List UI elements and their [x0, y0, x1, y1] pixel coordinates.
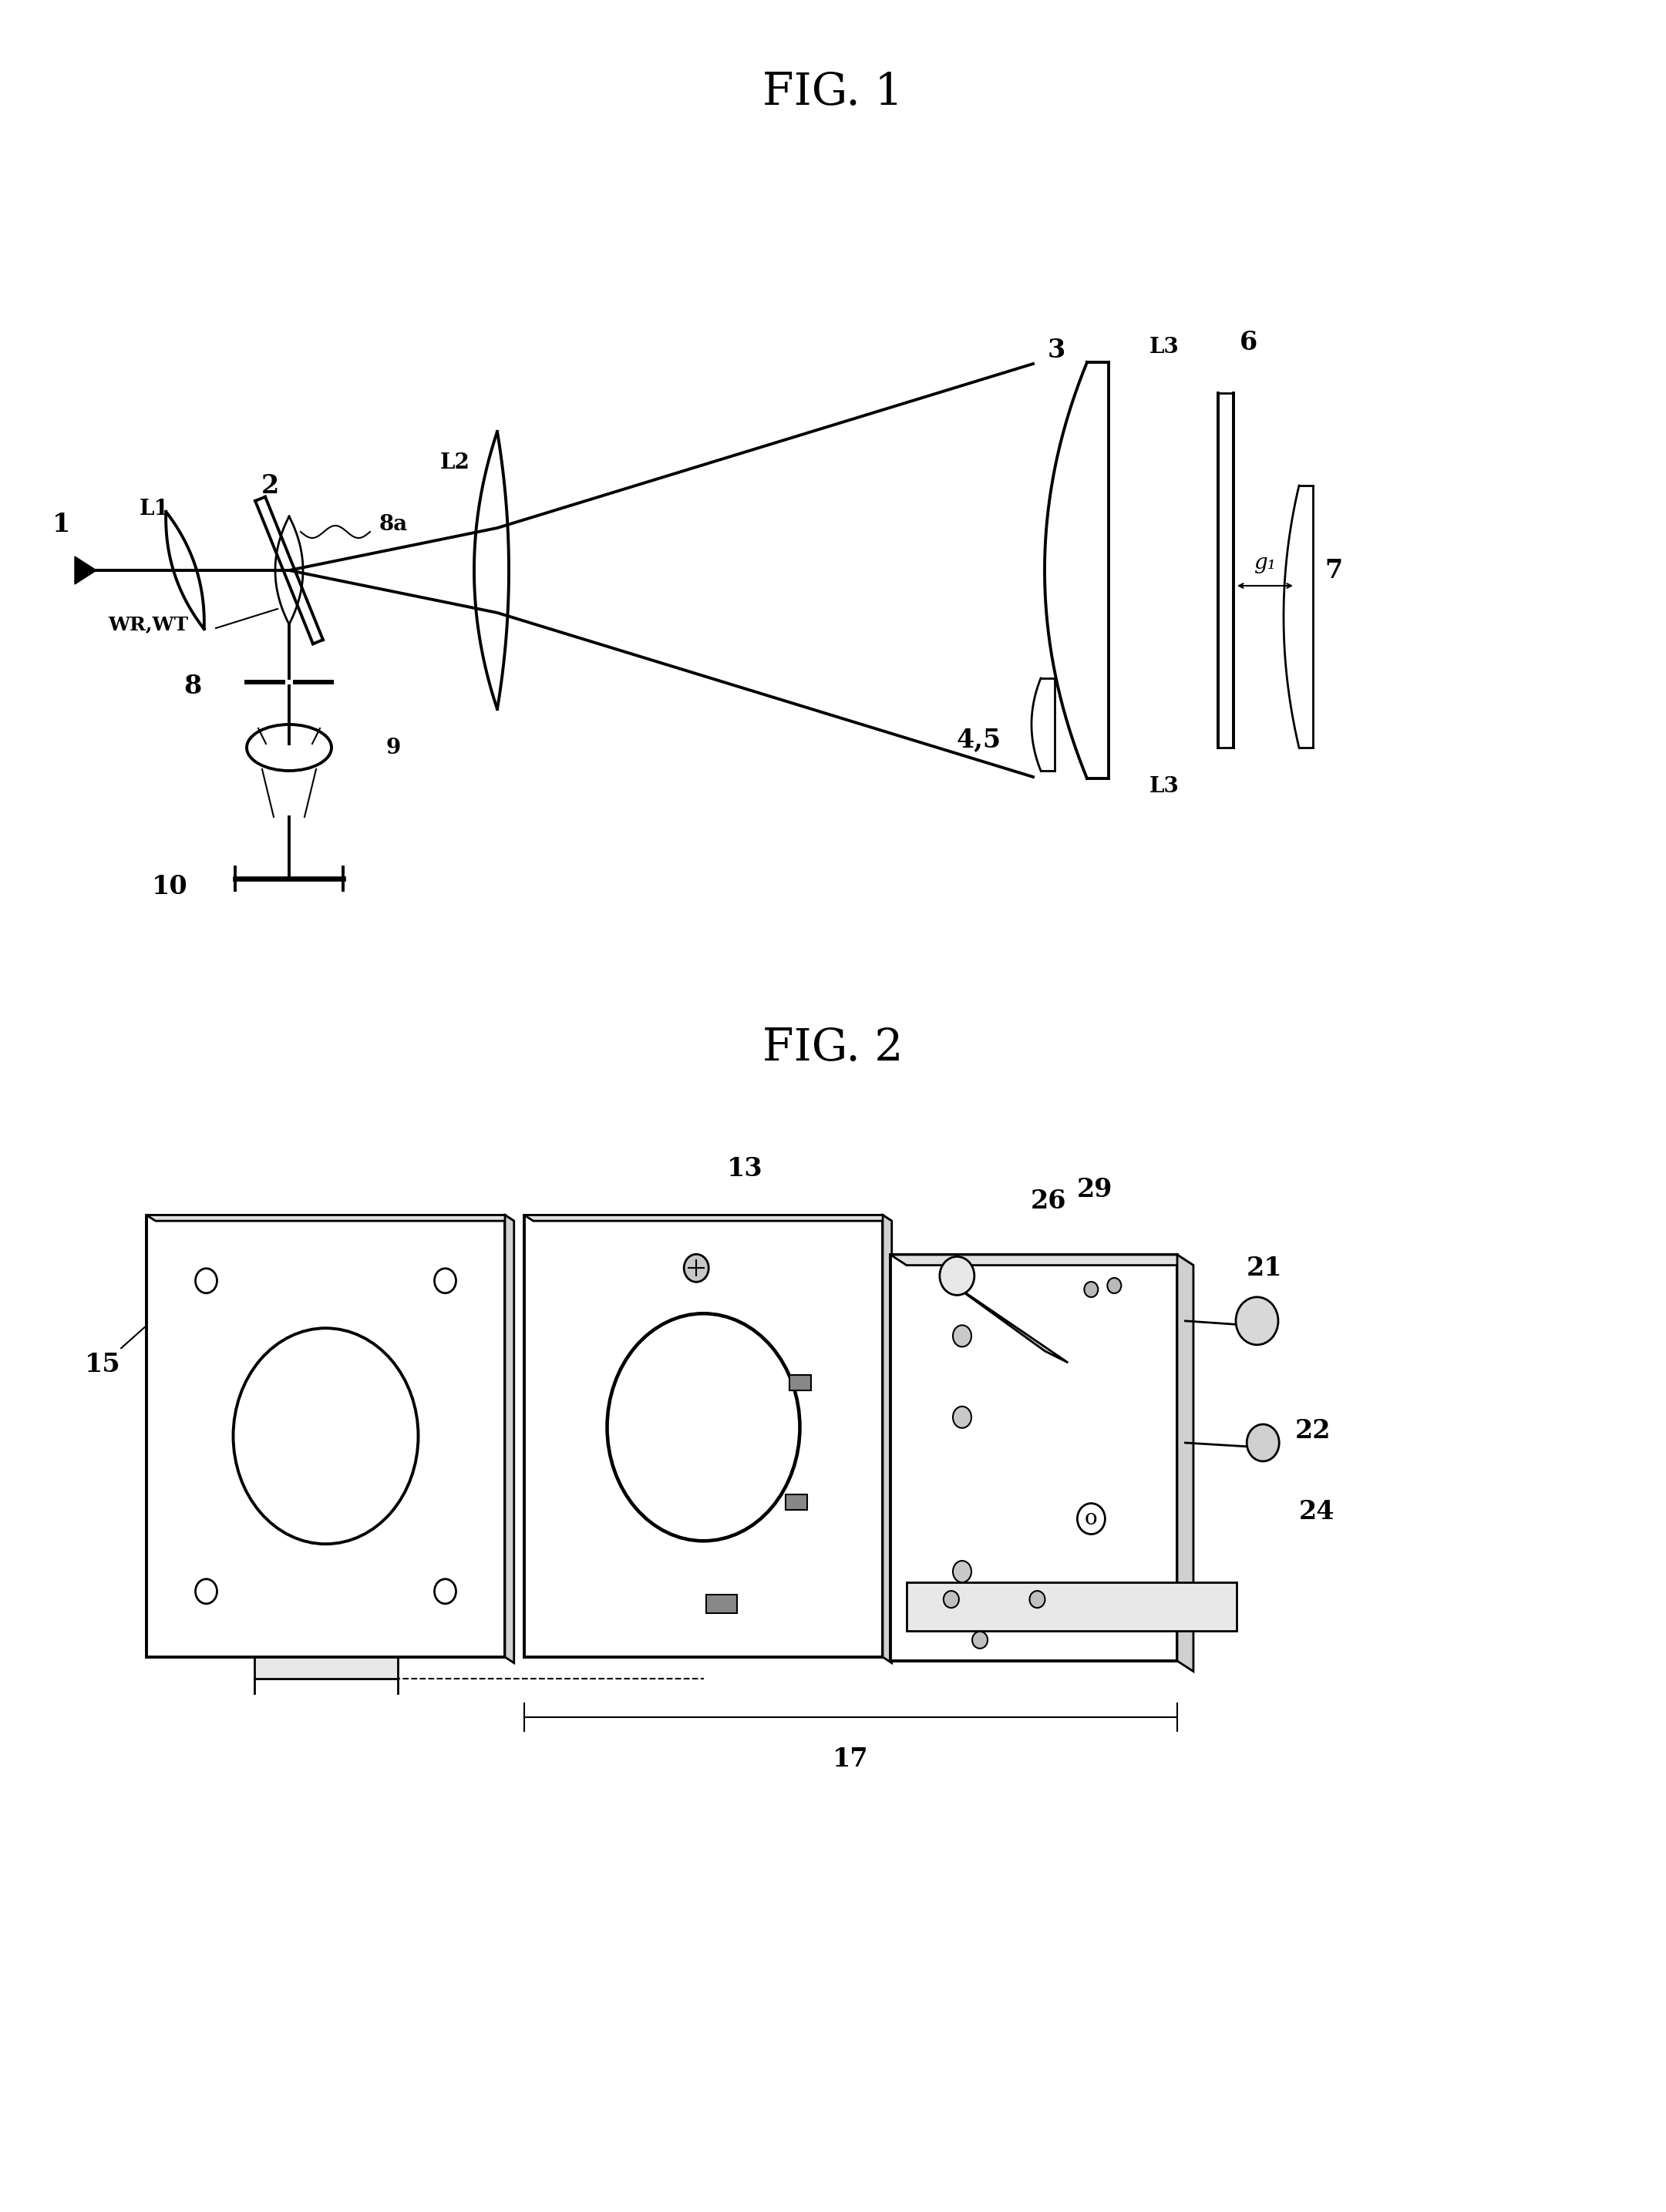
Text: L1: L1 [140, 498, 170, 520]
Text: 27: 27 [1081, 1380, 1116, 1407]
Text: 10: 10 [152, 874, 188, 898]
Text: 6: 6 [1240, 330, 1258, 356]
Polygon shape [890, 1254, 1193, 1265]
Polygon shape [883, 1214, 891, 1663]
Text: L3: L3 [1150, 776, 1180, 796]
Polygon shape [253, 1657, 398, 1679]
Text: 4,5: 4,5 [956, 728, 1001, 752]
Text: 13: 13 [726, 1157, 763, 1181]
Text: g₁: g₁ [1253, 553, 1276, 573]
Polygon shape [147, 1214, 505, 1657]
Text: 9: 9 [387, 737, 400, 759]
Polygon shape [525, 1214, 883, 1657]
Text: 15: 15 [85, 1327, 145, 1378]
Text: 2: 2 [262, 473, 278, 498]
Text: 21: 21 [1246, 1256, 1283, 1281]
Polygon shape [906, 1582, 1236, 1630]
Polygon shape [951, 1283, 1068, 1363]
Polygon shape [890, 1254, 1178, 1661]
Polygon shape [790, 1376, 811, 1391]
Polygon shape [525, 1214, 891, 1221]
Text: o: o [1085, 1509, 1098, 1528]
Text: 24: 24 [1299, 1500, 1334, 1524]
Text: FIG. 1: FIG. 1 [763, 71, 903, 115]
Ellipse shape [1030, 1590, 1045, 1608]
Text: 22: 22 [1294, 1418, 1331, 1444]
Text: 7: 7 [1324, 557, 1343, 584]
Polygon shape [706, 1595, 736, 1613]
Polygon shape [1178, 1254, 1193, 1672]
Text: 11: 11 [945, 1626, 981, 1650]
Text: 25: 25 [813, 1358, 848, 1385]
Polygon shape [75, 557, 97, 584]
Text: L2: L2 [440, 451, 470, 473]
Ellipse shape [973, 1632, 988, 1648]
Polygon shape [505, 1214, 515, 1663]
Text: FIG. 2: FIG. 2 [763, 1026, 903, 1071]
Polygon shape [147, 1214, 515, 1221]
Ellipse shape [953, 1562, 971, 1582]
Text: L3: L3 [1150, 336, 1180, 356]
Text: 8: 8 [183, 672, 202, 699]
Text: 23: 23 [1035, 1628, 1071, 1655]
Text: 29: 29 [1078, 1177, 1113, 1201]
Ellipse shape [1085, 1281, 1098, 1296]
Text: 8a: 8a [378, 513, 408, 535]
Ellipse shape [1246, 1425, 1279, 1462]
Polygon shape [786, 1495, 808, 1511]
Text: 17: 17 [833, 1747, 868, 1772]
Ellipse shape [953, 1407, 971, 1429]
Ellipse shape [1108, 1279, 1121, 1294]
Ellipse shape [1236, 1296, 1278, 1345]
Text: 26: 26 [1031, 1188, 1066, 1214]
Ellipse shape [940, 1256, 975, 1296]
Text: 1: 1 [53, 511, 70, 538]
Ellipse shape [943, 1590, 960, 1608]
Text: 3: 3 [1048, 338, 1065, 363]
Ellipse shape [953, 1325, 971, 1347]
Ellipse shape [685, 1254, 708, 1283]
Text: WR,WT: WR,WT [108, 615, 188, 633]
